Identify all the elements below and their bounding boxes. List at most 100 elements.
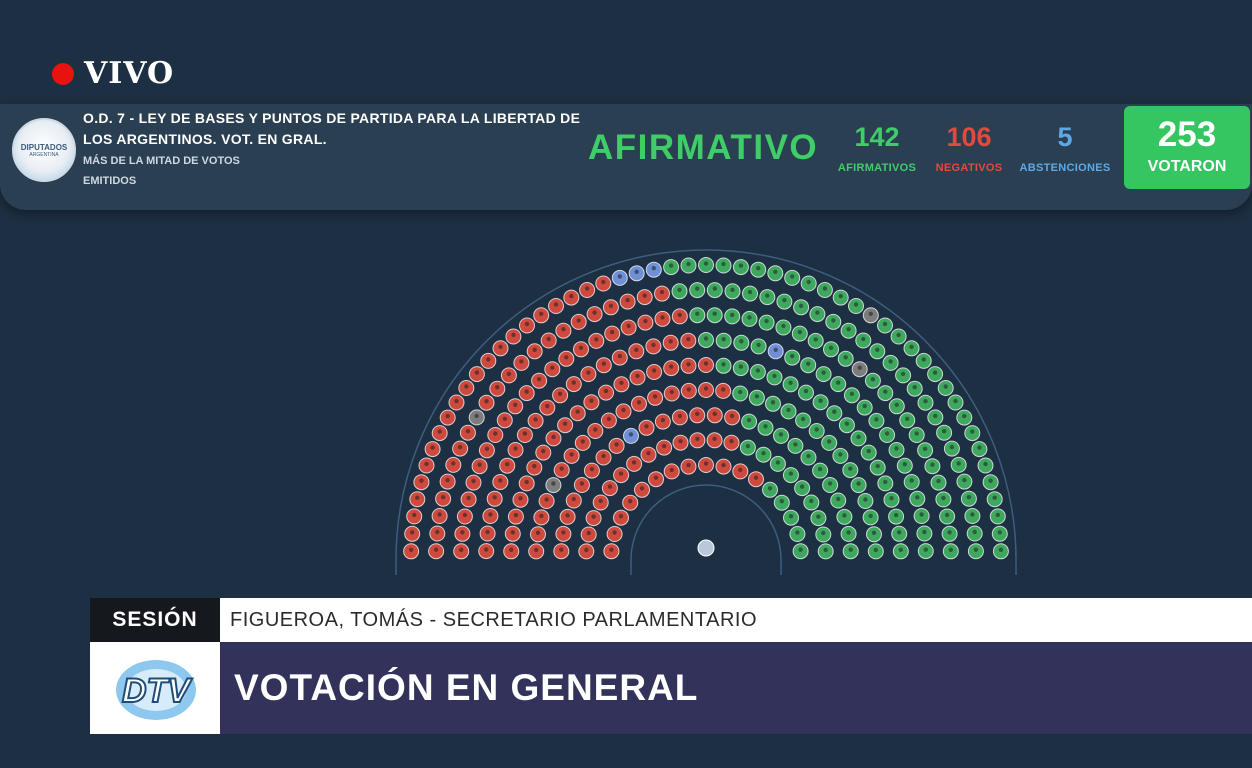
- seat-person-icon: [445, 477, 450, 483]
- seat-person-icon: [561, 530, 566, 535]
- seat-person-icon: [424, 461, 429, 467]
- seat-person-icon: [653, 475, 659, 480]
- hemicycle-seat-map: [395, 249, 1017, 575]
- seat-person-icon: [610, 329, 615, 335]
- seat-person-icon: [608, 303, 614, 308]
- lower-third: SESIÓN FIGUEROA, TOMÁS - SECRETARIO PARL…: [90, 598, 1252, 734]
- seat-person-icon: [550, 365, 555, 370]
- seat-person-icon: [464, 384, 469, 389]
- seat-person-icon: [738, 364, 743, 369]
- seat-person-icon: [465, 429, 471, 434]
- seat-person-icon: [484, 547, 489, 552]
- seat-person-icon: [921, 357, 926, 362]
- seat-person-icon: [947, 530, 952, 535]
- seat-person-icon: [601, 279, 606, 285]
- seat-person-icon: [551, 434, 556, 440]
- seat-person-icon: [410, 530, 415, 535]
- seat-person-icon: [746, 417, 752, 423]
- seat-person-icon: [853, 302, 859, 307]
- seat-person-icon: [868, 311, 873, 316]
- seat-person-icon: [669, 467, 674, 473]
- seat-person-icon: [874, 417, 879, 422]
- seat-person-icon: [809, 498, 814, 504]
- seat-person-icon: [793, 442, 798, 447]
- seat-person-icon: [518, 496, 523, 501]
- seat-person-icon: [535, 530, 541, 535]
- seat-person-icon: [488, 512, 493, 517]
- seat-person-icon: [721, 462, 726, 468]
- seat-person-icon: [721, 362, 726, 367]
- seat-person-icon: [686, 462, 691, 468]
- seat-person-icon: [601, 453, 606, 459]
- seat-person-icon: [836, 380, 841, 385]
- seat-person-icon: [838, 293, 843, 299]
- seat-person-icon: [498, 478, 503, 483]
- seat-person-icon: [589, 398, 594, 403]
- seat-person-icon: [419, 478, 424, 483]
- seat-person-icon: [995, 512, 1000, 518]
- hemicycle-frame: [395, 249, 1017, 575]
- seat-person-icon: [631, 460, 637, 465]
- seat-person-icon: [571, 380, 576, 385]
- seat-person-icon: [882, 321, 888, 327]
- seat-person-icon: [813, 337, 818, 342]
- seat-person-icon: [485, 529, 490, 535]
- seat-person-icon: [546, 336, 551, 342]
- seat-person-icon: [778, 432, 784, 437]
- seat-person-icon: [770, 400, 776, 405]
- seat-person-icon: [919, 512, 924, 517]
- seat-person-icon: [712, 411, 717, 416]
- seat-person-icon: [575, 409, 580, 414]
- seat-person-icon: [677, 312, 682, 318]
- seat-person-icon: [949, 444, 955, 450]
- seat-person-icon: [569, 293, 574, 299]
- seat-person-icon: [953, 398, 958, 404]
- seat-person-icon: [932, 370, 938, 375]
- seat-person-icon: [821, 370, 826, 375]
- seat-person-icon: [806, 279, 811, 285]
- seat-person-icon: [721, 387, 726, 392]
- seat-person-icon: [933, 413, 938, 419]
- seat-person-icon: [799, 484, 805, 489]
- seat-person-icon: [592, 310, 597, 315]
- seat-person-icon: [415, 495, 420, 500]
- seat-person-icon: [586, 530, 591, 536]
- voted-total: 253 VOTARON: [1124, 106, 1250, 189]
- seat-person-icon: [857, 365, 862, 370]
- seat-person-icon: [435, 529, 440, 535]
- seat-person-icon: [832, 409, 837, 414]
- seat-person-icon: [943, 384, 948, 389]
- seat-person-icon: [668, 263, 674, 268]
- seat-person-icon: [818, 398, 823, 403]
- seat-person-icon: [541, 448, 546, 454]
- seat-person-icon: [614, 442, 619, 447]
- hemicycle-frame: [630, 484, 782, 575]
- seat-person-icon: [970, 512, 975, 517]
- seat-person-icon: [433, 547, 439, 552]
- seat-person-icon: [754, 394, 760, 399]
- chamber-logo: DIPUTADOS ARGENTINA: [12, 118, 76, 182]
- seat-person-icon: [827, 439, 832, 444]
- seat-person-icon: [628, 432, 634, 437]
- seat-person-icon: [948, 547, 953, 552]
- seat-person-icon: [821, 530, 826, 536]
- seat-person-icon: [870, 377, 876, 382]
- seat-person-icon: [644, 424, 649, 429]
- seat-person-icon: [492, 495, 497, 500]
- seat-person-icon: [922, 529, 927, 535]
- seat-person-icon: [509, 547, 514, 552]
- seat-person-icon: [822, 286, 828, 291]
- seat-person-icon: [988, 478, 993, 483]
- seat-person-icon: [893, 512, 899, 518]
- seat-person-icon: [797, 329, 802, 335]
- seat-person-icon: [790, 353, 795, 359]
- seat-person-icon: [790, 274, 795, 279]
- seat-person-icon: [721, 261, 726, 267]
- seat-person-icon: [897, 530, 902, 535]
- seat-person-icon: [513, 446, 518, 451]
- seat-person-icon: [823, 547, 828, 553]
- seat-person-icon: [457, 444, 463, 450]
- negative-count: 106: [946, 122, 992, 152]
- seat-person-icon: [894, 402, 899, 407]
- seat-person-icon: [729, 413, 735, 419]
